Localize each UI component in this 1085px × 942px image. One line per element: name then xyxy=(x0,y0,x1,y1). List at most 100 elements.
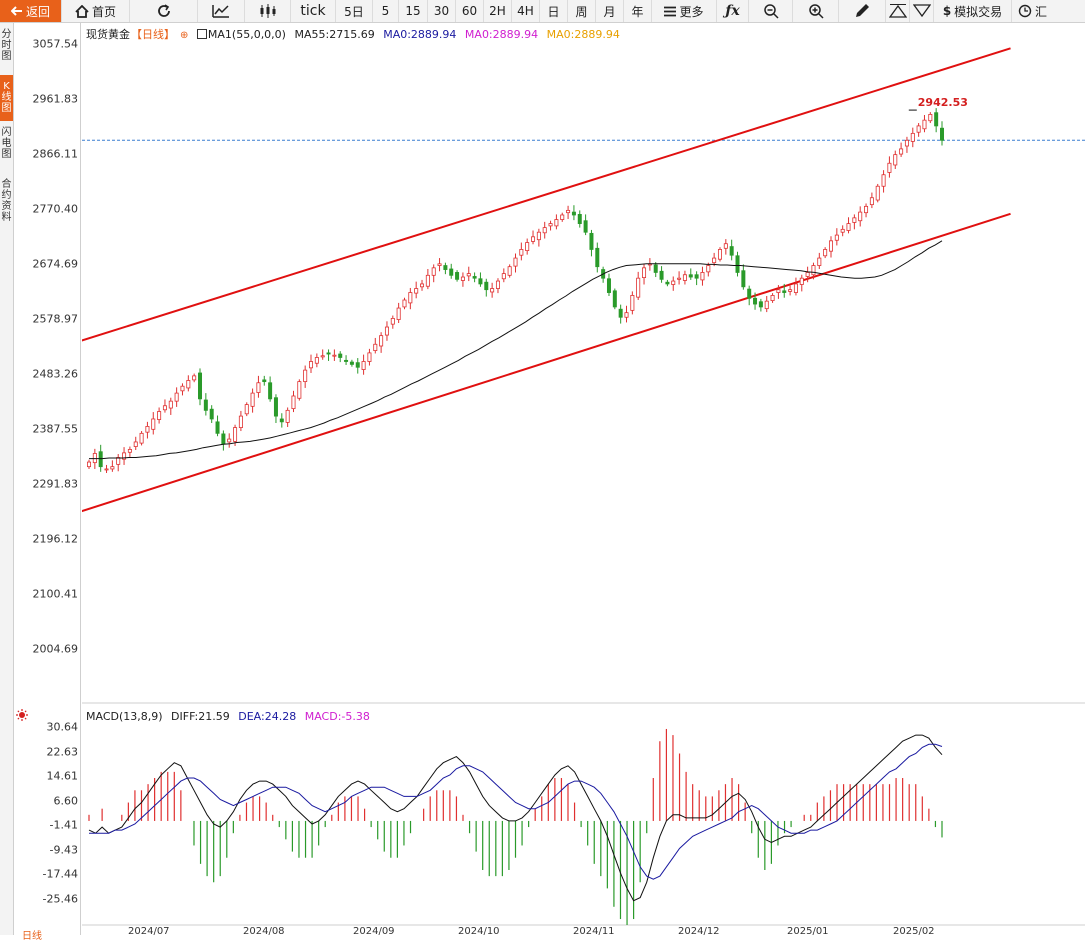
candle xyxy=(501,268,506,283)
period-30min[interactable]: 30 xyxy=(428,0,456,22)
x-tick-label: 2025/02 xyxy=(893,926,935,937)
candle-chart-button[interactable] xyxy=(245,0,291,22)
candle xyxy=(630,291,635,315)
period-5day[interactable]: 5日 xyxy=(336,0,373,22)
candle xyxy=(606,273,611,296)
triangle-up-button[interactable] xyxy=(886,0,910,22)
y-tick-label: 2004.69 xyxy=(32,642,79,656)
candle xyxy=(349,359,354,367)
candle xyxy=(414,281,419,299)
candle xyxy=(285,407,290,428)
candlestick-icon xyxy=(260,4,275,18)
zoom-in-button[interactable] xyxy=(793,0,839,22)
y-tick-label: 2291.83 xyxy=(32,477,79,491)
y-tick-label: 2100.41 xyxy=(32,587,79,601)
candle xyxy=(373,337,378,354)
candle xyxy=(823,247,828,259)
candle xyxy=(595,242,600,273)
tab-flash-chart[interactable]: 闪电图 xyxy=(1,127,12,160)
period-day[interactable]: 日 xyxy=(540,0,568,22)
tab-kline[interactable]: K线图 xyxy=(0,75,13,121)
formula-button[interactable]: ƒx xyxy=(717,0,749,22)
y-axis: 3057.54 2961.83 2866.11 2770.40 2674.69 2578.… xyxy=(14,23,81,935)
macd-diff-value: DIFF:21.59 xyxy=(171,710,230,723)
x-tick-label: 2024/10 xyxy=(458,926,500,937)
candle xyxy=(834,228,839,246)
period-2h[interactable]: 2H xyxy=(484,0,512,22)
home-icon xyxy=(75,4,89,18)
candle xyxy=(209,405,214,423)
legend-ma0-c: MA0:2889.94 xyxy=(546,28,620,41)
y-tick-label: 2578.97 xyxy=(32,312,79,326)
period-15min[interactable]: 15 xyxy=(399,0,428,22)
indicator-settings-icon[interactable] xyxy=(16,709,28,721)
candle xyxy=(367,348,372,366)
main-legend: 现货黄金【日线】 ⊕ MA1(55,0,0,0) MA55:2715.69 MA0… xyxy=(86,26,625,42)
back-arrow-icon xyxy=(10,6,22,16)
more-tools-button[interactable]: 汇 xyxy=(1012,0,1052,22)
candle xyxy=(384,321,389,341)
candle xyxy=(478,272,483,287)
zoom-in-icon xyxy=(808,4,824,19)
legend-ma0-a: MA0:2889.94 xyxy=(383,28,457,41)
line-chart-button[interactable] xyxy=(198,0,245,22)
refresh-button[interactable] xyxy=(130,0,198,22)
macd-y-tick-label: 22.63 xyxy=(46,745,79,759)
candle xyxy=(928,112,933,124)
candle xyxy=(624,305,629,323)
candle xyxy=(495,278,500,294)
macd-y-tick-label: -25.46 xyxy=(42,892,78,906)
tick-button[interactable]: tick xyxy=(291,0,336,22)
candlestick-series xyxy=(87,108,945,473)
candle xyxy=(817,252,822,269)
candle xyxy=(420,279,425,291)
back-button[interactable]: 返回 xyxy=(0,0,62,22)
period-month[interactable]: 月 xyxy=(596,0,624,22)
candle xyxy=(157,407,162,424)
candle xyxy=(314,353,319,368)
ma-settings-icon[interactable] xyxy=(196,29,207,39)
y-tick-label: 2196.12 xyxy=(32,532,79,546)
y-tick-label: 2770.40 xyxy=(32,202,79,216)
zoom-out-icon xyxy=(763,4,779,19)
period-week[interactable]: 周 xyxy=(568,0,596,22)
zoom-out-button[interactable] xyxy=(749,0,793,22)
candle xyxy=(753,292,758,310)
period-year[interactable]: 年 xyxy=(624,0,652,22)
candle xyxy=(560,212,565,222)
candle xyxy=(793,277,798,296)
home-button[interactable]: 首页 xyxy=(62,0,130,22)
x-tick-label: 2024/12 xyxy=(678,926,720,937)
candle xyxy=(735,251,740,277)
candle xyxy=(577,210,582,228)
candle xyxy=(279,413,284,428)
candle xyxy=(449,263,454,279)
macd-y-tick-label: 30.64 xyxy=(46,720,79,734)
draw-tool-button[interactable] xyxy=(839,0,886,22)
candle xyxy=(116,454,121,472)
tab-intraday[interactable]: 分时图 xyxy=(1,29,12,62)
candle xyxy=(455,270,460,282)
period-5min[interactable]: 5 xyxy=(373,0,399,22)
candle xyxy=(741,264,746,290)
period-60min[interactable]: 60 xyxy=(456,0,484,22)
macd-value: MACD:-5.38 xyxy=(304,710,370,723)
candle xyxy=(127,446,132,457)
y-tick-label: 2483.26 xyxy=(32,367,79,381)
candle xyxy=(782,283,787,298)
candle xyxy=(700,266,705,286)
triangle-down-button[interactable] xyxy=(910,0,934,22)
candle xyxy=(110,460,115,472)
candle xyxy=(104,464,109,473)
macd-y-tick-label: -17.44 xyxy=(42,867,78,881)
more-button[interactable]: 更多 xyxy=(652,0,717,22)
legend-toggle-icon[interactable]: ⊕ xyxy=(180,30,189,41)
candle xyxy=(858,206,863,227)
candle xyxy=(647,258,652,271)
candle xyxy=(379,332,384,353)
candle xyxy=(519,242,524,261)
sim-trade-button[interactable]: $ 模拟交易 xyxy=(934,0,1012,22)
period-4h[interactable]: 4H xyxy=(512,0,540,22)
tab-contract-info[interactable]: 合约资料 xyxy=(1,179,12,223)
